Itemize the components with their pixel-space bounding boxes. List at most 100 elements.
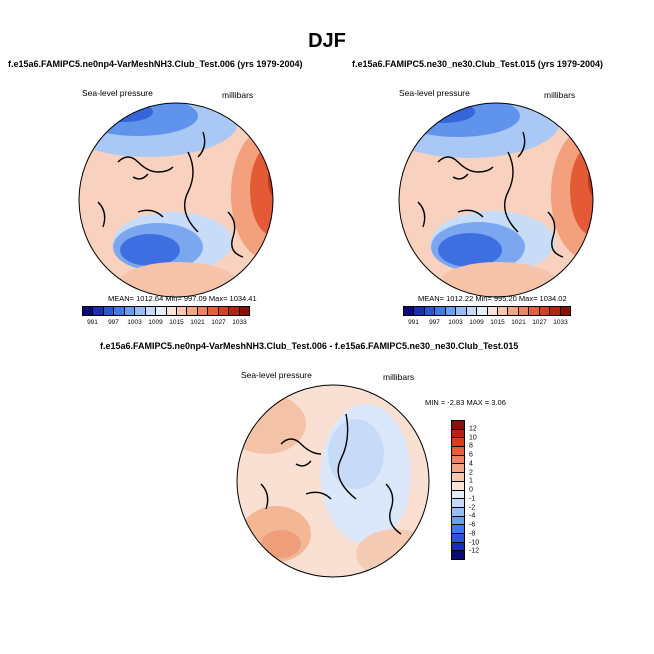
colorbar-swatch: [156, 307, 167, 315]
colorbar-tick-label: -2: [469, 504, 476, 511]
colorbar-swatch: [452, 551, 464, 559]
colorbar-tick-label: 1033: [232, 319, 247, 326]
colorbar-swatch: [452, 421, 464, 430]
colorbar-swatch: [187, 307, 198, 315]
colorbar-swatch: [560, 307, 570, 315]
colorbar-swatch: [452, 525, 464, 534]
colorbar-swatch: [135, 307, 146, 315]
colorbar-swatch: [124, 307, 136, 315]
colorbar-tick-label: 1033: [553, 319, 568, 326]
colorbar-swatch: [508, 307, 519, 315]
colorbar-swatch: [466, 307, 478, 315]
colorbar-swatch: [452, 438, 464, 448]
colorbar-swatch: [452, 429, 464, 439]
colorbar-swatch: [424, 307, 436, 315]
colorbar-swatch: [166, 307, 177, 315]
colorbar-swatch: [103, 307, 115, 315]
colorbar-swatch: [452, 473, 464, 482]
colorbar-tick-label: 6: [469, 451, 473, 459]
colorbar-swatch: [83, 307, 94, 315]
colorbar-swatch: [176, 307, 188, 315]
colorbar-tick-label: 1021: [511, 319, 526, 326]
colorbar-tick-label: 1009: [469, 319, 484, 326]
colorbar-tick-label: 12: [469, 425, 477, 433]
colorbar-tick-label: -12: [469, 547, 480, 555]
colorbar-tick-label: 8: [469, 442, 473, 450]
panel1-colorbar-labels: 991 997 1003 1009 1015 1021 1027 1033: [82, 319, 250, 329]
colorbar-swatch: [529, 307, 540, 315]
colorbar-tick-label: 10: [469, 434, 477, 441]
diff-units-label: millibars: [383, 372, 415, 382]
colorbar-tick-label: 1: [469, 477, 473, 485]
colorbar-swatch: [452, 533, 464, 543]
colorbar-tick-label: -8: [469, 530, 476, 538]
colorbar-tick-label: 997: [429, 319, 440, 326]
colorbar-swatch: [93, 307, 104, 315]
colorbar-swatch: [452, 499, 464, 508]
panel1-colorbar: [82, 306, 250, 316]
colorbar-swatch: [487, 307, 498, 315]
colorbar-tick-label: 1027: [532, 319, 547, 326]
colorbar-swatch: [452, 516, 464, 526]
colorbar-swatch: [414, 307, 425, 315]
colorbar-swatch: [452, 542, 464, 552]
diff-stats: MIN = -2.83 MAX = 3.06: [425, 398, 506, 407]
colorbar-swatch: [452, 481, 464, 491]
colorbar-tick-label: 991: [408, 319, 419, 326]
colorbar-swatch: [477, 307, 488, 315]
colorbar-tick-label: -6: [469, 521, 476, 529]
panel2-units-label: millibars: [544, 90, 576, 100]
colorbar-tick-label: 1009: [148, 319, 163, 326]
colorbar-swatch: [435, 307, 446, 315]
colorbar-tick-label: 0: [469, 486, 473, 494]
colorbar-swatch: [145, 307, 157, 315]
diff-variable-label: Sea-level pressure: [241, 370, 312, 380]
figure-title: DJF: [308, 30, 346, 52]
panel1-title: f.e15a6.FAMIPC5.ne0np4-VarMeshNH3.Club_T…: [8, 59, 303, 69]
colorbar-tick-label: -10: [469, 539, 480, 546]
diff-panel-title: f.e15a6.FAMIPC5.ne0np4-VarMeshNH3.Club_T…: [100, 341, 519, 351]
panel1-polar-map: [78, 102, 274, 298]
colorbar-swatch: [550, 307, 561, 315]
colorbar-swatch: [518, 307, 530, 315]
colorbar-swatch: [452, 455, 464, 465]
colorbar-tick-label: 997: [108, 319, 119, 326]
panel2-colorbar-labels: 991 997 1003 1009 1015 1021 1027 1033: [403, 319, 571, 329]
colorbar-tick-label: 1003: [448, 319, 463, 326]
diff-colorbar: [451, 420, 465, 560]
colorbar-swatch: [114, 307, 125, 315]
colorbar-swatch: [452, 507, 464, 517]
panel2-variable-label: Sea-level pressure: [399, 88, 470, 98]
colorbar-tick-label: -1: [469, 495, 476, 503]
colorbar-swatch: [239, 307, 249, 315]
colorbar-tick-label: 1027: [211, 319, 226, 326]
colorbar-swatch: [197, 307, 209, 315]
colorbar-swatch: [456, 307, 467, 315]
panel1-variable-label: Sea-level pressure: [82, 88, 153, 98]
colorbar-swatch: [404, 307, 415, 315]
colorbar-tick-label: 4: [469, 460, 473, 468]
diff-polar-map: [236, 384, 430, 578]
colorbar-tick-label: 2: [469, 469, 473, 476]
colorbar-swatch: [445, 307, 457, 315]
colorbar-swatch: [208, 307, 219, 315]
panel2-colorbar: [403, 306, 571, 316]
colorbar-tick-label: 1003: [127, 319, 142, 326]
colorbar-swatch: [452, 464, 464, 474]
colorbar-tick-label: 1015: [490, 319, 505, 326]
colorbar-swatch: [229, 307, 240, 315]
colorbar-tick-label: 991: [87, 319, 98, 326]
panel1-units-label: millibars: [222, 90, 254, 100]
panel2-polar-map: [398, 102, 594, 298]
panel1-stats: MEAN= 1012.64 Min= 997.09 Max= 1034.41: [108, 294, 257, 303]
panel2-title: f.e15a6.FAMIPC5.ne30_ne30.Club_Test.015 …: [352, 59, 603, 69]
colorbar-tick-label: -4: [469, 512, 476, 520]
colorbar-swatch: [497, 307, 509, 315]
colorbar-swatch: [452, 447, 464, 456]
colorbar-tick-label: 1015: [169, 319, 184, 326]
colorbar-swatch: [452, 490, 464, 500]
colorbar-tick-label: 1021: [190, 319, 205, 326]
colorbar-swatch: [218, 307, 230, 315]
colorbar-swatch: [539, 307, 551, 315]
panel2-stats: MEAN= 1012.22 Min= 995.20 Max= 1034.02: [418, 294, 567, 303]
